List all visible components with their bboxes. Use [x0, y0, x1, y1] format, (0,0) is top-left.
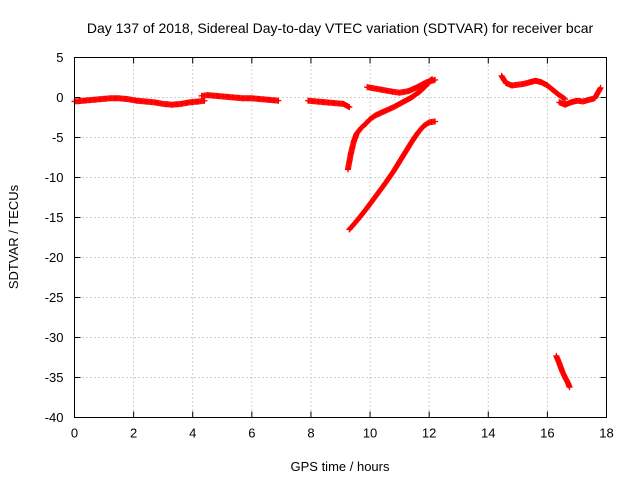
y-axis-label: SDTVAR / TECUs — [6, 184, 21, 289]
data-point — [275, 97, 282, 104]
grid-lines — [74, 57, 607, 418]
series-segment-1 — [71, 95, 208, 108]
data-point — [562, 96, 569, 103]
series-segment-3 — [304, 97, 353, 111]
x-tick-label: 8 — [307, 426, 314, 441]
chart-title: Day 137 of 2018, Sidereal Day-to-day VTE… — [87, 20, 594, 36]
y-tick-label: -20 — [45, 250, 64, 265]
series-segment-2 — [198, 92, 282, 104]
x-axis-label: GPS time / hours — [291, 459, 390, 474]
x-tick-label: 2 — [130, 426, 137, 441]
x-tick-label: 14 — [481, 426, 495, 441]
y-tick-label: -15 — [45, 210, 64, 225]
x-tick-label: 0 — [71, 426, 78, 441]
data-point — [201, 97, 208, 104]
series-segment-9 — [553, 352, 573, 391]
series-segment-5 — [364, 76, 439, 96]
data-point — [597, 84, 604, 91]
data-point — [432, 118, 439, 125]
y-tick-label: -40 — [45, 410, 64, 425]
y-tick-label: -10 — [45, 170, 64, 185]
x-tick-label: 12 — [422, 426, 436, 441]
x-tick-label: 16 — [540, 426, 554, 441]
y-tick-label: -5 — [52, 130, 64, 145]
axis-ticks: 0 2 4 6 8 10 12 14 16 18 5 0 -5 -10 -15 -20 -25 -30 -35 -40 — [45, 50, 614, 441]
data-point — [566, 384, 573, 391]
data-point — [432, 76, 439, 83]
x-tick-label: 18 — [599, 426, 613, 441]
data-point — [561, 95, 568, 102]
y-tick-label: -30 — [45, 330, 64, 345]
y-tick-label: -35 — [45, 370, 64, 385]
y-tick-label: 0 — [56, 90, 63, 105]
x-tick-label: 4 — [189, 426, 196, 441]
x-tick-label: 6 — [248, 426, 255, 441]
plot-frame — [74, 57, 607, 418]
series-segment-7 — [498, 72, 569, 103]
data-points — [71, 72, 604, 391]
x-tick-label: 10 — [363, 426, 377, 441]
y-tick-label: -25 — [45, 290, 64, 305]
series-segment-6 — [346, 118, 439, 233]
series-segment-8 — [556, 84, 604, 108]
data-point — [346, 104, 353, 111]
y-tick-label: 5 — [56, 50, 63, 65]
